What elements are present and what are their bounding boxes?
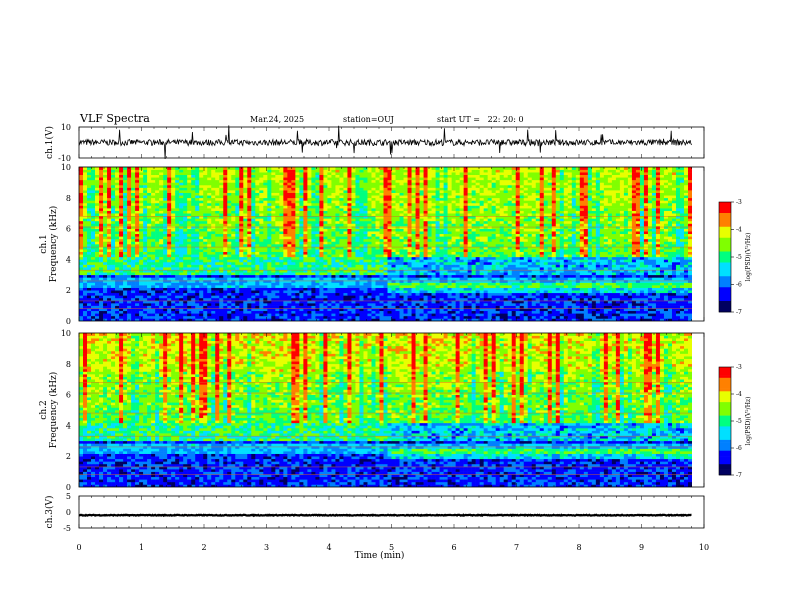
ch2-spectrogram-ytick-label: 0 [66,483,71,492]
panel-frames [78,126,705,529]
ch1-spectrogram-colorbar: -3 -4 -5 -6 -7 log(PSD)(V²/Hz) [718,199,752,316]
ch3-waveform-trace [78,513,692,518]
x-tick-label: 8 [576,543,581,552]
colorbar-tick-label: -3 [736,199,742,206]
x-tick-label: 4 [326,543,331,552]
colorbar-label: log(PSD)(V²/Hz) [745,233,752,282]
ch2-spectrogram-ytick-label: 6 [66,391,71,400]
ch2-spectrogram-ytick-label: 10 [61,329,71,338]
colorbar-tick-label: -3 [736,364,742,371]
colorbar-tick-label: -4 [736,227,742,234]
colorbar-tick-label: -5 [736,418,742,425]
start-time-label: start UT = 22: 20: 0 [437,115,524,124]
ch1-spectrogram-panel: 0 2 4 6 8 10 ch.1Frequency (kHz) [39,163,692,326]
date-label: Mar.24, 2025 [250,115,305,124]
ch2-spectrogram-ytick-label: 4 [66,421,71,430]
ch2-spectrogram-ytick-label: 8 [66,360,71,369]
ch1-spectrogram-ytick-label: 8 [66,194,71,203]
ch1-waveform-ylabel: ch.1(V) [44,126,55,159]
ch1-waveform-trace [78,125,692,160]
ch1-spectrogram-ytick-label: 0 [66,317,71,326]
ch2-spectrogram-colorbar: -3 -4 -5 -6 -7 log(PSD)(V²/Hz) [718,364,752,479]
x-tick-label: 1 [139,543,144,552]
ch1-spectrogram-cells [79,167,692,321]
ch3-waveform-ytick-label: -5 [63,524,71,533]
colorbar-tick-label: -7 [736,309,742,316]
station-label: station=OUJ [343,115,394,124]
ch3-waveform-panel: 5 0 -5 ch.3(V) [44,492,692,533]
x-tick-label: 2 [201,543,206,552]
x-axis-label: Time (min) [355,550,405,561]
ch1-waveform-ytick-label: 10 [61,123,71,132]
ch2-spectrogram-ylabel: ch.2Frequency (kHz) [39,372,59,449]
x-tick-label: 3 [264,543,269,552]
colorbar-tick-label: -6 [736,445,742,452]
x-tick-label: 7 [514,543,519,552]
colorbar-tick-label: -4 [736,391,742,398]
ch1-spectrogram-ylabel: ch.1Frequency (kHz) [39,206,59,283]
colorbar-tick-label: -6 [736,282,742,289]
ch2-spectrogram-panel: 0 2 4 6 8 10 ch.2Frequency (kHz) [39,329,692,492]
colorbar-tick-label: -7 [736,472,742,479]
x-tick-label: 5 [389,543,394,552]
x-axis-ticks: 0 1 2 3 4 5 6 7 8 9 10 Time (min) [76,543,709,561]
colorbar-tick-label: -5 [736,254,742,261]
ch1-spectrogram-ytick-label: 4 [66,255,71,264]
x-tick-label: 9 [639,543,644,552]
colorbar-label: log(PSD)(V²/Hz) [745,397,752,446]
ch1-spectrogram-ytick-label: 2 [66,286,71,295]
ch3-waveform-ytick-label: 5 [66,492,71,501]
x-tick-label: 10 [699,543,709,552]
colorbars: -3 -4 -5 -6 -7 log(PSD)(V²/Hz) -3 -4 -5 -6 -7 log(P… [718,199,752,479]
x-tick-label: 0 [76,543,81,552]
ch3-waveform-ytick-label: 0 [66,508,71,517]
x-tick-label: 6 [451,543,456,552]
panel-frame [78,495,705,529]
ch2-spectrogram-cells [79,333,692,487]
ch3-waveform-ylabel: ch.3(V) [44,496,55,529]
ch1-waveform-ytick-label: -10 [58,154,71,163]
ch1-spectrogram-ytick-label: 10 [61,163,71,172]
ch2-spectrogram-ytick-label: 2 [66,452,71,461]
figure-title: VLF Spectra [80,112,150,125]
ch1-spectrogram-ytick-label: 6 [66,225,71,234]
